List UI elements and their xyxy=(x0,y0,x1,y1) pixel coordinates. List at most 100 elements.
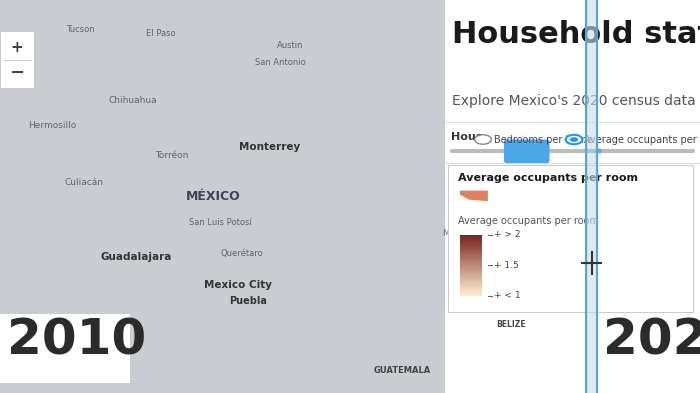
Text: Hous: Hous xyxy=(452,132,483,141)
Text: MÉXICO: MÉXICO xyxy=(186,190,241,203)
Text: Average occupants per room: Average occupants per room xyxy=(458,216,599,226)
FancyBboxPatch shape xyxy=(0,314,130,383)
Bar xyxy=(460,265,482,266)
Bar xyxy=(460,285,482,286)
Bar xyxy=(460,256,482,257)
Text: Household statistics: Household statistics xyxy=(452,20,700,49)
Bar xyxy=(460,273,482,274)
Bar xyxy=(460,240,482,241)
Text: El Paso: El Paso xyxy=(146,29,176,38)
Bar xyxy=(460,267,482,268)
Bar xyxy=(460,243,482,244)
Bar xyxy=(460,279,482,280)
Bar xyxy=(460,275,482,276)
Bar xyxy=(460,255,482,256)
Text: +: + xyxy=(10,40,23,55)
Bar xyxy=(460,268,482,269)
Text: Bedrooms per home: Bedrooms per home xyxy=(494,134,593,145)
Bar xyxy=(460,254,482,255)
Text: Tucson: Tucson xyxy=(66,25,94,34)
Text: + 1.5: + 1.5 xyxy=(494,261,519,270)
Text: 2020: 2020 xyxy=(603,316,700,364)
Text: Mexico City: Mexico City xyxy=(204,280,272,290)
Text: Average occupants per room: Average occupants per room xyxy=(458,173,638,183)
Bar xyxy=(460,289,482,290)
Bar xyxy=(460,288,482,289)
FancyBboxPatch shape xyxy=(597,314,699,383)
Bar xyxy=(460,245,482,246)
Bar xyxy=(460,266,482,267)
Text: Explore Mexico's 2020 census data: Explore Mexico's 2020 census data xyxy=(452,94,695,108)
Text: Puebla: Puebla xyxy=(230,296,267,306)
FancyBboxPatch shape xyxy=(0,31,34,88)
Bar xyxy=(460,278,482,279)
Bar xyxy=(460,270,482,271)
Bar xyxy=(460,246,482,247)
Bar xyxy=(460,235,482,236)
FancyBboxPatch shape xyxy=(444,0,700,393)
FancyBboxPatch shape xyxy=(504,140,550,163)
Text: Querétaro: Querétaro xyxy=(220,249,263,258)
FancyBboxPatch shape xyxy=(448,165,693,312)
Text: GUATEMALA: GUATEMALA xyxy=(374,366,431,375)
Text: San Antonio: San Antonio xyxy=(255,59,305,67)
Text: + > 2: + > 2 xyxy=(494,230,521,239)
Bar xyxy=(460,274,482,275)
Bar xyxy=(460,281,482,282)
Bar xyxy=(460,260,482,261)
Bar xyxy=(460,242,482,243)
Bar xyxy=(460,250,482,251)
Bar xyxy=(460,282,482,283)
Bar xyxy=(460,272,482,273)
Bar xyxy=(460,237,482,238)
Circle shape xyxy=(570,137,578,142)
Bar xyxy=(460,269,482,270)
Bar xyxy=(460,292,482,294)
Bar xyxy=(460,262,482,263)
Text: Monterrey: Monterrey xyxy=(239,142,300,152)
Bar xyxy=(460,249,482,250)
Text: −: − xyxy=(9,64,25,82)
Bar xyxy=(460,251,482,252)
Bar xyxy=(460,258,482,259)
Bar xyxy=(460,248,482,249)
Bar xyxy=(460,286,482,287)
Text: Average occupants per room: Average occupants per room xyxy=(584,134,700,145)
Bar xyxy=(460,244,482,245)
Bar xyxy=(586,0,597,393)
Bar xyxy=(460,271,482,272)
Bar xyxy=(460,241,482,242)
Polygon shape xyxy=(460,191,488,201)
Text: BELIZE: BELIZE xyxy=(496,320,526,329)
Bar xyxy=(460,264,482,265)
Bar xyxy=(460,261,482,262)
Text: Mérida: Mérida xyxy=(442,230,471,238)
Text: 2010: 2010 xyxy=(7,316,146,364)
Bar xyxy=(460,252,482,253)
Text: Guadalajara: Guadalajara xyxy=(101,252,172,263)
Bar xyxy=(460,247,482,248)
Text: Austin: Austin xyxy=(277,41,304,50)
Bar xyxy=(460,263,482,264)
Bar xyxy=(460,239,482,240)
Bar xyxy=(460,290,482,292)
Circle shape xyxy=(475,135,491,144)
Bar xyxy=(460,277,482,278)
Bar xyxy=(460,236,482,237)
Bar xyxy=(460,294,482,296)
Bar xyxy=(460,253,482,254)
Text: Torréon: Torréon xyxy=(155,151,188,160)
Text: Chihuahua: Chihuahua xyxy=(108,96,158,105)
Bar xyxy=(460,259,482,260)
Text: San Luis Potosí: San Luis Potosí xyxy=(189,218,252,226)
Text: Hermosillo: Hermosillo xyxy=(29,121,76,130)
Text: + < 1: + < 1 xyxy=(494,291,521,300)
Bar xyxy=(460,238,482,239)
Bar xyxy=(460,283,482,285)
Bar xyxy=(460,276,482,277)
Bar xyxy=(460,257,482,258)
Circle shape xyxy=(566,135,582,144)
Bar xyxy=(460,287,482,288)
Bar xyxy=(460,280,482,281)
Text: Culiacán: Culiacán xyxy=(64,178,104,187)
